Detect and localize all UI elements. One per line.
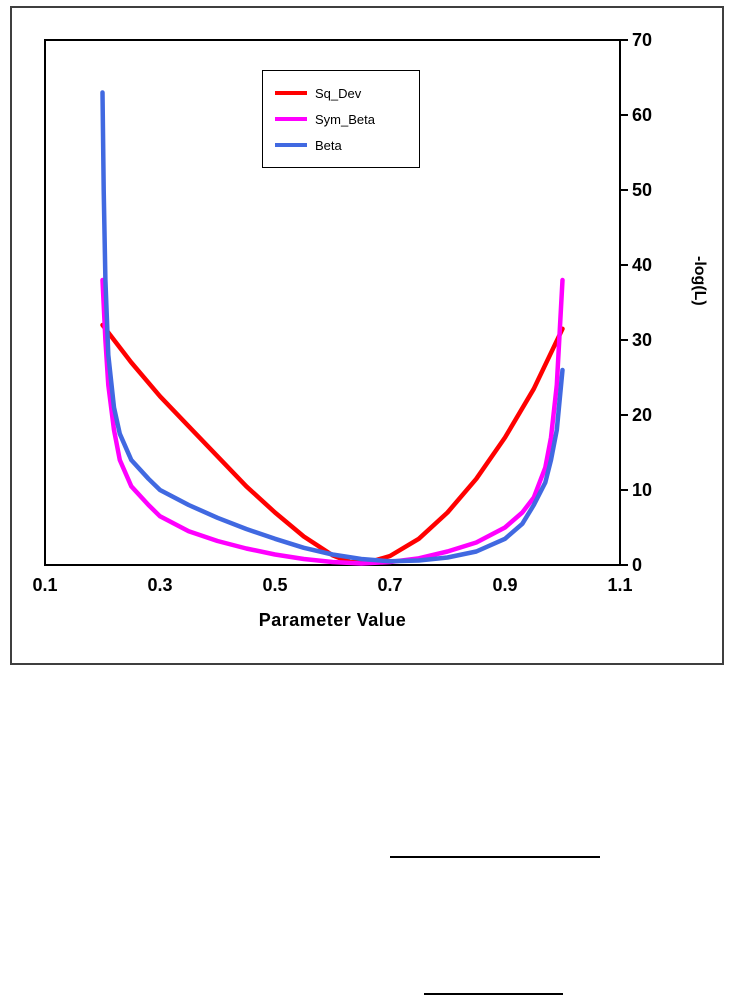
legend-label: Sq_Dev [315,85,362,101]
x-tick-label: 0.9 [492,575,518,595]
curve-Beta [100,90,565,564]
y-tick-label: 40 [632,255,653,275]
legend-line-swatch-red [275,91,307,95]
x-tick-label: 0.7 [377,575,403,595]
underline-rule-2 [424,993,563,995]
y-tick-label: 30 [632,330,653,350]
y-tick-label: 60 [632,105,653,125]
chart-curves [100,90,565,566]
chart-canvas [44,39,628,566]
curve-Sq_Dev [100,322,565,566]
y-tick-label: 20 [632,405,653,425]
plot-area-border [44,39,621,566]
x-tick-label: 0.1 [32,575,58,595]
legend-line-swatch-magenta [275,117,307,121]
legend-item-beta: Beta [275,132,407,158]
x-tick-label: 0.3 [147,575,173,595]
legend-line-swatch-blue [275,143,307,147]
curve-Sym_Beta [100,277,565,566]
legend-item-sq-dev: Sq_Dev [275,80,407,106]
y-axis-tick-marks [620,39,628,566]
legend-item-sym-beta: Sym_Beta [275,106,407,132]
y-tick-label: 50 [632,180,653,200]
y-tick-label: 10 [632,480,653,500]
y-axis-title: -log(L) [691,256,708,306]
chart-legend: Sq_Dev Sym_Beta Beta [262,70,420,168]
x-tick-label: 0.5 [262,575,288,595]
x-tick-label: 1.1 [607,575,633,595]
y-tick-label: 70 [632,30,653,50]
legend-label: Beta [315,137,342,153]
chart-figure-frame: 0 10 20 30 40 50 60 70 0.1 0.3 0.5 0.7 0… [10,6,724,665]
y-tick-label: 0 [632,555,643,575]
legend-label: Sym_Beta [315,111,375,127]
underline-rule-1 [390,856,600,858]
x-axis-title: Parameter Value [258,610,407,630]
